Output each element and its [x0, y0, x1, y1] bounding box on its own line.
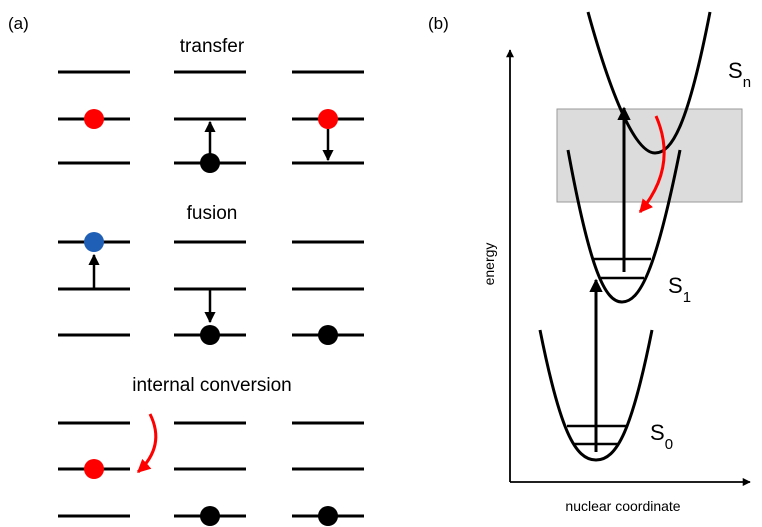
electron-red	[84, 109, 104, 129]
electron-red	[318, 109, 338, 129]
state-label-s1: S1	[668, 273, 691, 306]
panel-a-label: (a)	[8, 14, 29, 33]
section-title-transfer: transfer	[180, 36, 245, 57]
electron-red	[84, 459, 104, 479]
state-label-s0: S0	[650, 420, 673, 453]
state-label-sn: Sn	[728, 58, 751, 91]
relaxation-arrow	[638, 115, 666, 214]
section-title-fusion: fusion	[187, 203, 238, 224]
shaded-region	[556, 108, 743, 203]
x-axis-label: nuclear coordinate	[565, 498, 680, 514]
panel-b-label: (b)	[428, 14, 449, 33]
potential-curve-s0	[538, 329, 654, 462]
section-internal-conversion: internal conversion	[58, 375, 364, 526]
potential-curve-sn	[586, 11, 712, 155]
electron-black	[200, 325, 220, 345]
panel-a: (a) transfer fusion	[8, 14, 364, 526]
electron-black	[200, 506, 220, 526]
relaxation-arrow	[136, 413, 158, 474]
y-axis-label: energy	[481, 243, 497, 286]
panel-b: (b) energy nuclear coordinate Sn S1 S0	[428, 11, 751, 514]
electron-black	[318, 325, 338, 345]
electron-blue	[84, 232, 104, 252]
section-transfer: transfer	[58, 36, 364, 173]
potential-curve-s1	[566, 149, 682, 304]
section-fusion: fusion	[58, 203, 364, 345]
electron-black	[200, 153, 220, 173]
section-title-internal-conversion: internal conversion	[132, 375, 291, 396]
electron-black	[318, 506, 338, 526]
